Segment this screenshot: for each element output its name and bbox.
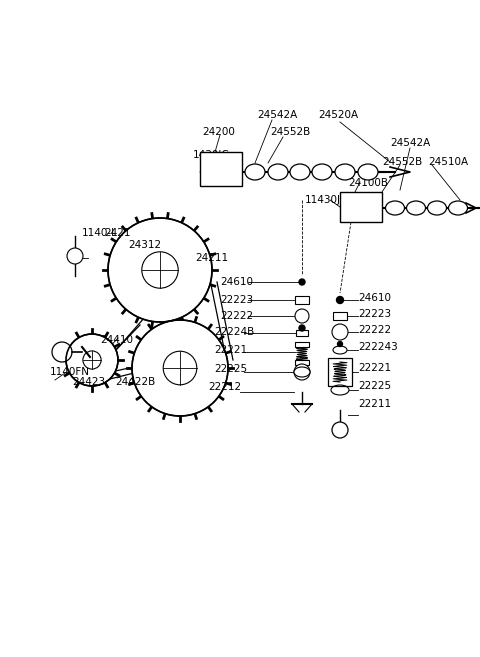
Text: 24423: 24423 <box>72 377 105 387</box>
Ellipse shape <box>268 164 288 180</box>
Circle shape <box>295 309 309 323</box>
Text: 22211: 22211 <box>358 399 391 409</box>
Text: 24520A: 24520A <box>318 110 358 120</box>
Circle shape <box>67 248 83 264</box>
Circle shape <box>294 364 310 380</box>
Ellipse shape <box>331 385 349 395</box>
Circle shape <box>108 218 212 322</box>
Bar <box>295 359 309 365</box>
Text: 22222: 22222 <box>358 325 391 335</box>
Ellipse shape <box>335 164 355 180</box>
Ellipse shape <box>245 164 265 180</box>
Text: 11430JC/24141: 11430JC/24141 <box>305 195 385 205</box>
Text: 22223: 22223 <box>220 295 253 305</box>
Text: 2421: 2421 <box>104 228 131 238</box>
Text: 24552B: 24552B <box>382 157 422 167</box>
Bar <box>200 152 242 186</box>
Text: 22225: 22225 <box>214 364 247 374</box>
Ellipse shape <box>407 201 425 215</box>
Bar <box>328 358 352 386</box>
Text: 22224B: 22224B <box>214 327 254 337</box>
Text: 24211: 24211 <box>195 253 228 263</box>
Bar <box>296 330 308 336</box>
Text: 1140-L: 1140-L <box>82 228 118 238</box>
Ellipse shape <box>294 367 310 377</box>
Circle shape <box>163 351 197 385</box>
Text: 24552B: 24552B <box>270 127 310 137</box>
Text: 24610: 24610 <box>358 293 391 303</box>
Text: 24312: 24312 <box>128 240 161 250</box>
Text: 24200: 24200 <box>202 127 235 137</box>
Bar <box>333 312 347 320</box>
Circle shape <box>336 296 344 304</box>
Circle shape <box>52 342 72 362</box>
Text: 24422B: 24422B <box>115 377 155 387</box>
Ellipse shape <box>358 164 378 180</box>
Ellipse shape <box>333 346 347 354</box>
Circle shape <box>142 252 178 288</box>
Circle shape <box>337 342 343 346</box>
Text: 22212: 22212 <box>208 382 241 392</box>
Ellipse shape <box>290 164 310 180</box>
Ellipse shape <box>448 201 468 215</box>
Text: 1140FN: 1140FN <box>50 367 90 377</box>
Text: 222243: 222243 <box>358 342 398 352</box>
Circle shape <box>83 351 101 369</box>
Text: 24410: 24410 <box>100 335 133 345</box>
Circle shape <box>132 320 228 416</box>
Text: 24510A: 24510A <box>428 157 468 167</box>
Text: 24610: 24610 <box>220 277 253 287</box>
Ellipse shape <box>312 164 332 180</box>
Circle shape <box>332 324 348 340</box>
Bar <box>340 192 382 222</box>
Text: 24542A: 24542A <box>257 110 297 120</box>
Text: 22221: 22221 <box>214 345 247 355</box>
Circle shape <box>299 279 305 285</box>
Bar <box>295 342 309 346</box>
Text: 22223: 22223 <box>358 309 391 319</box>
Text: 22225: 22225 <box>358 381 391 391</box>
Bar <box>295 296 309 304</box>
Text: 1430JC: 1430JC <box>193 150 230 160</box>
Ellipse shape <box>428 201 446 215</box>
Circle shape <box>299 325 305 331</box>
Circle shape <box>332 422 348 438</box>
Text: 22221: 22221 <box>358 363 391 373</box>
Text: 24141: 24141 <box>200 161 233 171</box>
Circle shape <box>66 334 118 386</box>
Text: 24100B: 24100B <box>348 178 388 188</box>
Text: 22222: 22222 <box>220 311 253 321</box>
Ellipse shape <box>385 201 405 215</box>
Text: 24542A: 24542A <box>390 138 430 148</box>
